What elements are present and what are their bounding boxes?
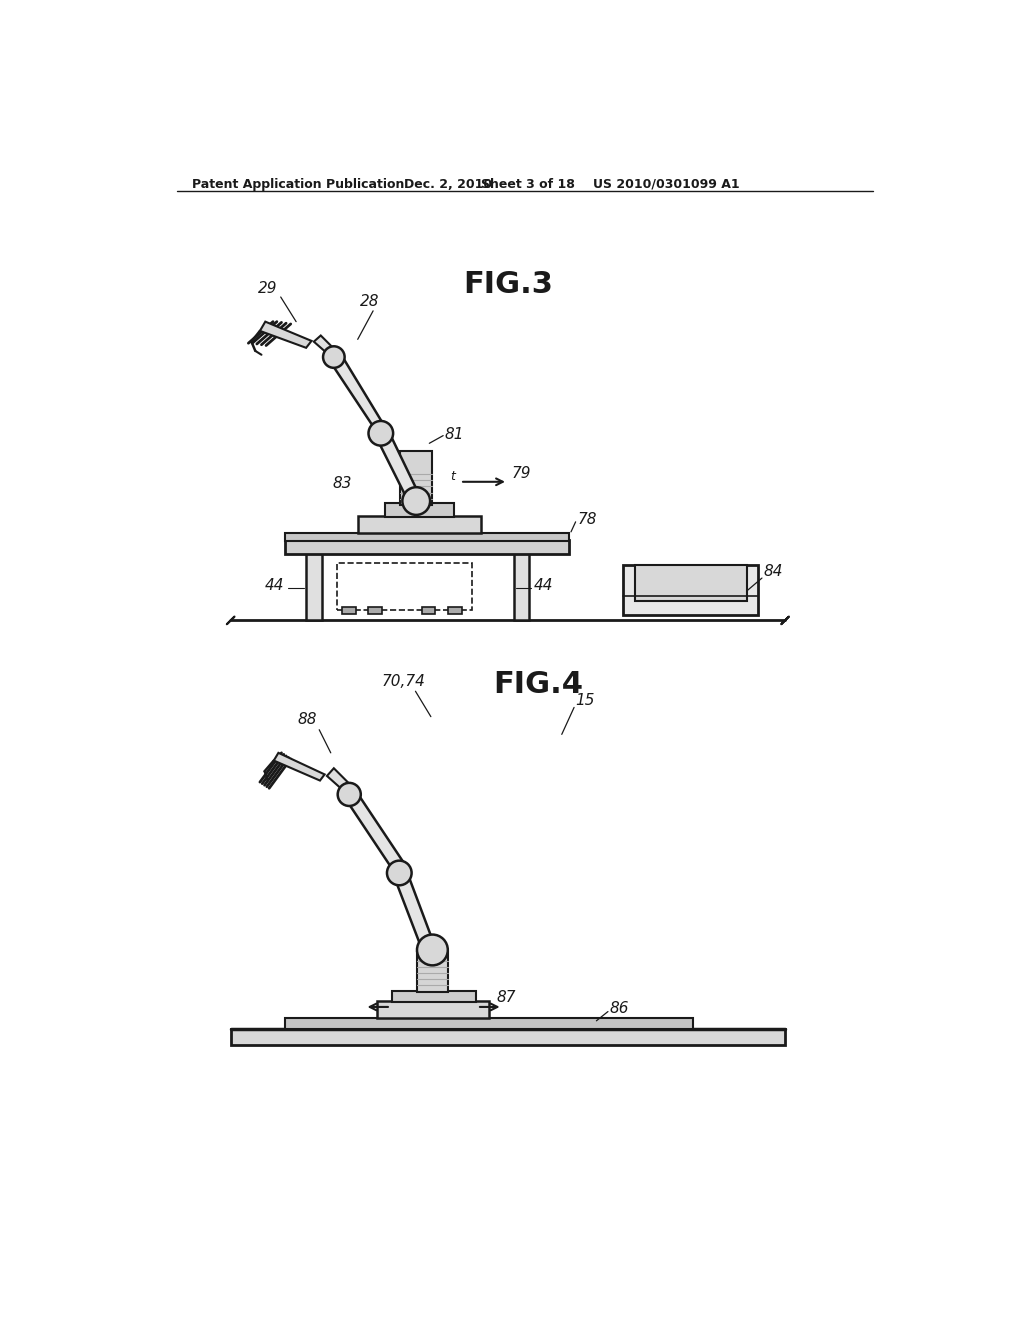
Polygon shape [376,429,419,498]
Bar [377,1001,488,1018]
Bar [514,553,529,620]
Text: 78: 78 [578,512,597,527]
Text: US 2010/0301099 A1: US 2010/0301099 A1 [593,178,739,190]
Text: 83: 83 [333,477,352,491]
Text: 88: 88 [298,713,317,727]
Circle shape [387,861,412,886]
Text: Sheet 3 of 18: Sheet 3 of 18 [481,178,574,190]
Bar [337,562,472,610]
Polygon shape [345,792,402,867]
Bar [385,503,454,517]
Bar [285,1018,692,1028]
Circle shape [417,935,447,965]
Bar [368,607,382,614]
Text: 70,74: 70,74 [382,673,426,689]
Text: 44: 44 [535,578,554,593]
Circle shape [369,421,393,446]
Bar [230,1028,785,1045]
Text: 79: 79 [512,466,531,480]
Text: t: t [451,470,455,483]
Bar [447,607,462,614]
Text: 28: 28 [359,294,379,309]
Bar [285,533,569,541]
Text: 15: 15 [575,693,595,708]
Text: 86: 86 [609,1001,629,1016]
Circle shape [402,487,430,515]
Polygon shape [330,354,385,426]
Bar [342,607,356,614]
Text: 29: 29 [258,281,278,296]
Polygon shape [394,870,434,949]
Bar [635,565,746,601]
Text: FIG.3: FIG.3 [463,271,553,300]
Bar [624,565,758,615]
Polygon shape [273,752,325,780]
Text: FIG.4: FIG.4 [494,671,584,700]
Text: Patent Application Publication: Patent Application Publication [193,178,404,190]
Circle shape [338,783,360,807]
Text: 44: 44 [265,578,285,593]
Text: Dec. 2, 2010: Dec. 2, 2010 [403,178,493,190]
Text: 84: 84 [764,564,783,578]
Bar [400,451,432,506]
Polygon shape [313,335,333,352]
Text: 81: 81 [444,428,464,442]
Bar [422,607,435,614]
Bar [285,540,569,554]
Bar [357,516,481,533]
Bar [417,952,447,991]
Polygon shape [327,768,348,788]
Bar [306,553,322,620]
Circle shape [323,346,345,368]
Bar [392,991,475,1002]
Polygon shape [260,322,311,348]
Text: 87: 87 [497,990,516,1006]
